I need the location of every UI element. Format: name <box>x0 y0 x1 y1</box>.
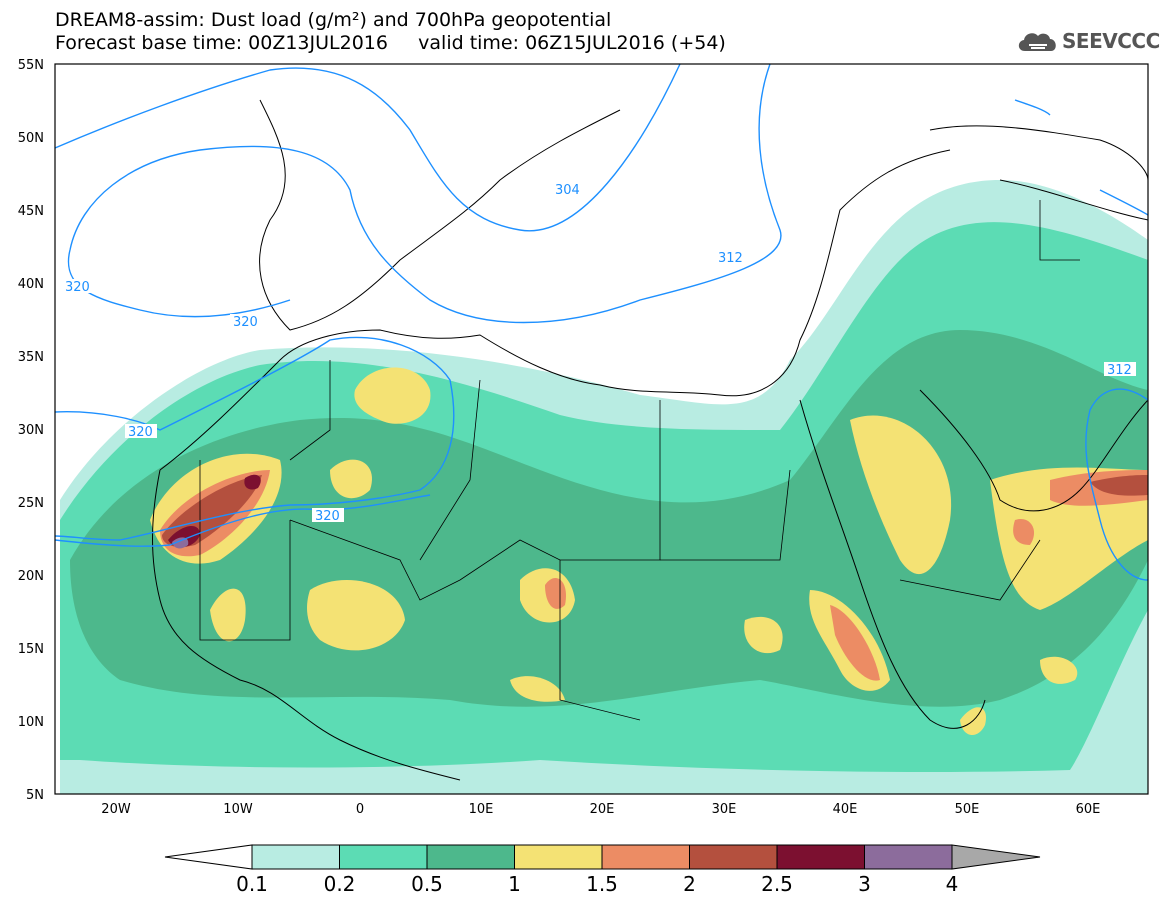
lon-label: 40E <box>833 802 858 817</box>
colorbar-label: 1 <box>508 872 521 896</box>
colorbar-label: 0.5 <box>411 872 443 896</box>
map-title: DREAM8-assim: Dust load (g/m²) and 700hP… <box>55 9 612 31</box>
colorbar-label: 3 <box>858 872 871 896</box>
contour-label: 320 <box>315 509 340 524</box>
colorbar-label: 0.1 <box>236 872 268 896</box>
contour-labels: 304 312 320 320 320 320 312 <box>62 182 1136 524</box>
lat-label: 40N <box>18 277 44 292</box>
latitude-labels: 55N 50N 45N 40N 35N 30N 25N 20N 15N 10N … <box>18 58 44 803</box>
contour-label: 320 <box>233 315 258 330</box>
cloud-logo-icon <box>1018 33 1056 51</box>
lat-label: 25N <box>18 496 44 511</box>
colorbar-swatch <box>601 844 690 870</box>
contour-label: 312 <box>718 251 743 266</box>
lon-label: 30E <box>712 802 737 817</box>
lat-label: 55N <box>18 58 44 73</box>
colorbar-swatch <box>689 844 778 870</box>
colorbar-label: 2 <box>683 872 696 896</box>
dust-layer-3 <box>172 537 189 549</box>
lon-label: 20W <box>101 802 131 817</box>
lon-label: 20E <box>590 802 615 817</box>
lat-label: 20N <box>18 569 44 584</box>
lat-label: 35N <box>18 350 44 365</box>
logo-text: SEEVCCC <box>1062 29 1160 53</box>
colorbar-swatch <box>514 844 603 870</box>
lat-label: 15N <box>18 642 44 657</box>
lon-label: 10E <box>469 802 494 817</box>
coastlines <box>152 99 1148 781</box>
colorbar-label: 1.5 <box>586 872 618 896</box>
contour-label: 320 <box>128 425 153 440</box>
colorbar-label: 2.5 <box>761 872 793 896</box>
lon-label: 60E <box>1076 802 1101 817</box>
lat-label: 5N <box>26 788 44 803</box>
lon-label: 0 <box>356 802 364 817</box>
geopotential-contours <box>55 64 1148 581</box>
longitude-labels: 20W 10W 0 10E 20E 30E 40E 50E 60E <box>101 802 1100 817</box>
borders <box>199 200 1080 721</box>
colorbar-left-arrow <box>164 844 253 870</box>
lon-label: 50E <box>955 802 980 817</box>
lat-label: 50N <box>18 131 44 146</box>
contour-label: 304 <box>555 183 580 198</box>
colorbar-label: 0.2 <box>324 872 356 896</box>
colorbar-swatch <box>339 844 428 870</box>
map-frame <box>54 63 1149 795</box>
map-subtitle: Forecast base time: 00Z13JUL2016 valid t… <box>55 32 726 54</box>
lat-label: 30N <box>18 423 44 438</box>
colorbar-label: 4 <box>946 872 959 896</box>
colorbar-swatch <box>776 844 865 870</box>
lat-label: 10N <box>18 715 44 730</box>
colorbar-swatch <box>864 844 953 870</box>
colorbar-swatch <box>251 844 340 870</box>
lat-label: 45N <box>18 204 44 219</box>
colorbar-right-arrow <box>951 844 1041 870</box>
lon-label: 10W <box>223 802 253 817</box>
contour-label: 320 <box>65 280 90 295</box>
colorbar: 0.1 0.2 0.5 1 1.5 2 2.5 3 4 <box>164 844 1041 896</box>
colorbar-swatch <box>426 844 515 870</box>
contour-label: 312 <box>1107 363 1132 378</box>
